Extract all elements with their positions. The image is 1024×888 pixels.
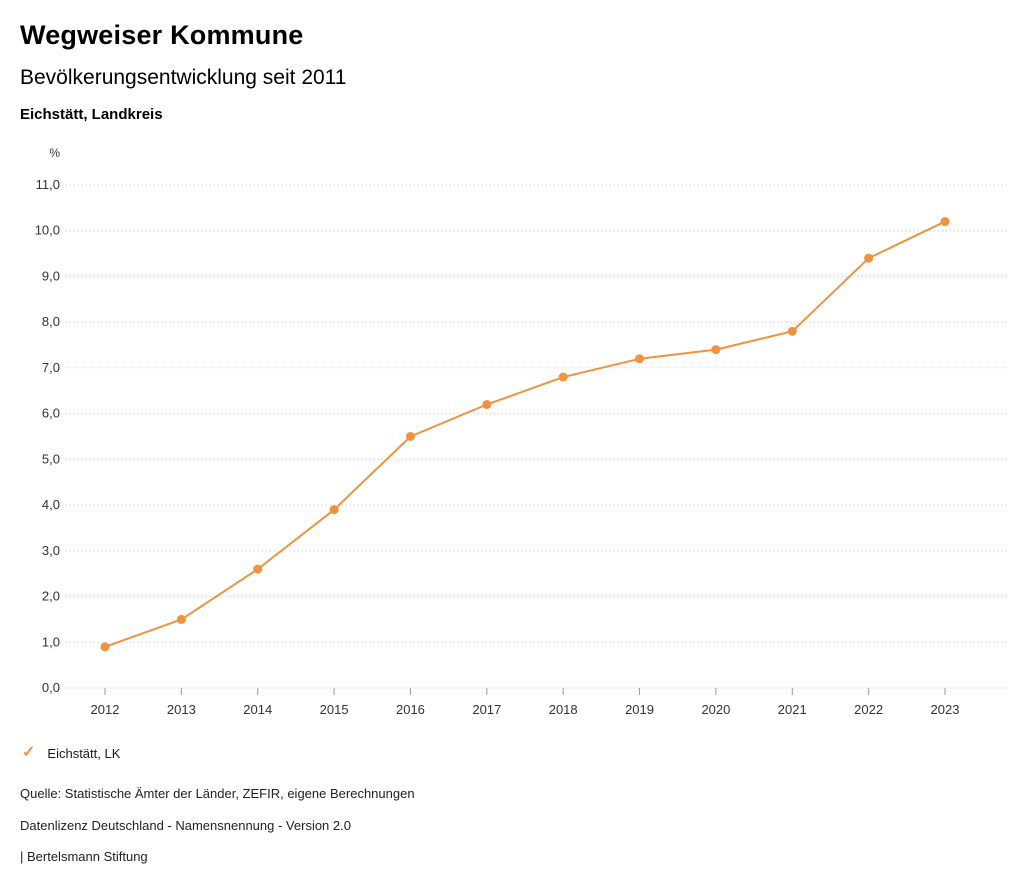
y-tick-label: 3,0 (42, 543, 60, 558)
y-tick-label: 7,0 (42, 360, 60, 375)
chart-title: Bevölkerungsentwicklung seit 2011 (20, 66, 347, 89)
y-axis-unit: % (49, 146, 60, 160)
x-tick-label: 2018 (549, 702, 578, 717)
data-point (635, 354, 645, 364)
y-tick-label: 11,0 (36, 177, 60, 192)
x-tick-label: 2012 (91, 702, 120, 717)
region-label: Eichstätt, Landkreis (20, 106, 163, 123)
y-tick-label: 8,0 (42, 314, 60, 329)
x-tick-label: 2013 (167, 702, 196, 717)
data-point (787, 326, 797, 336)
license-text: Datenlizenz Deutschland - Namensnennung … (20, 818, 351, 833)
data-point (711, 345, 721, 355)
data-point (100, 642, 110, 652)
source-text: Quelle: Statistische Ämter der Länder, Z… (20, 786, 415, 801)
app-title: Wegweiser Kommune (20, 20, 304, 50)
data-point (405, 432, 415, 441)
x-tick-label: 2019 (625, 702, 654, 717)
brand-text: | Bertelsmann Stiftung (20, 849, 148, 864)
line-chart: % 0,0 1,0 2,0 3,0 4,0 5,0 6,0 7,0 8,0 9,0 10,0 11,0 2… (35, 146, 1008, 717)
x-tick-label: 2016 (396, 702, 425, 717)
x-tick-label: 2021 (778, 702, 807, 717)
x-tick-label: 2022 (854, 702, 883, 717)
x-tick-label: 2014 (243, 702, 272, 717)
data-point (329, 505, 339, 515)
series-line (104, 220, 946, 648)
y-tick-label: 2,0 (42, 589, 60, 604)
y-tick-label: 4,0 (42, 497, 60, 512)
y-tick-label: 9,0 (42, 268, 60, 283)
legend-item-eichstaett[interactable]: ✓ Eichstätt, LK (22, 745, 120, 761)
x-tick-label: 2020 (701, 702, 730, 717)
y-tick-label: 5,0 (42, 451, 60, 466)
chart-area: % 0,0 1,0 2,0 3,0 4,0 5,0 6,0 7,0 8,0 9,0 10,0 11,0 2… (0, 138, 1024, 738)
legend-check-icon: ✓ (22, 744, 36, 761)
data-point (176, 614, 186, 624)
x-tick-label: 2017 (472, 702, 501, 717)
y-tick-label: 1,0 (42, 634, 60, 649)
legend-item-label: Eichstätt, LK (47, 745, 121, 761)
y-tick-label: 6,0 (42, 406, 60, 421)
data-point (253, 564, 263, 574)
x-tick-label: 2015 (320, 702, 349, 717)
x-tick-label: 2023 (931, 702, 960, 717)
y-tick-label: 10,0 (35, 223, 60, 238)
data-point (940, 217, 950, 227)
data-point (482, 399, 492, 409)
data-point (864, 253, 874, 263)
y-tick-label: 0,0 (42, 680, 60, 695)
data-point (558, 372, 568, 382)
